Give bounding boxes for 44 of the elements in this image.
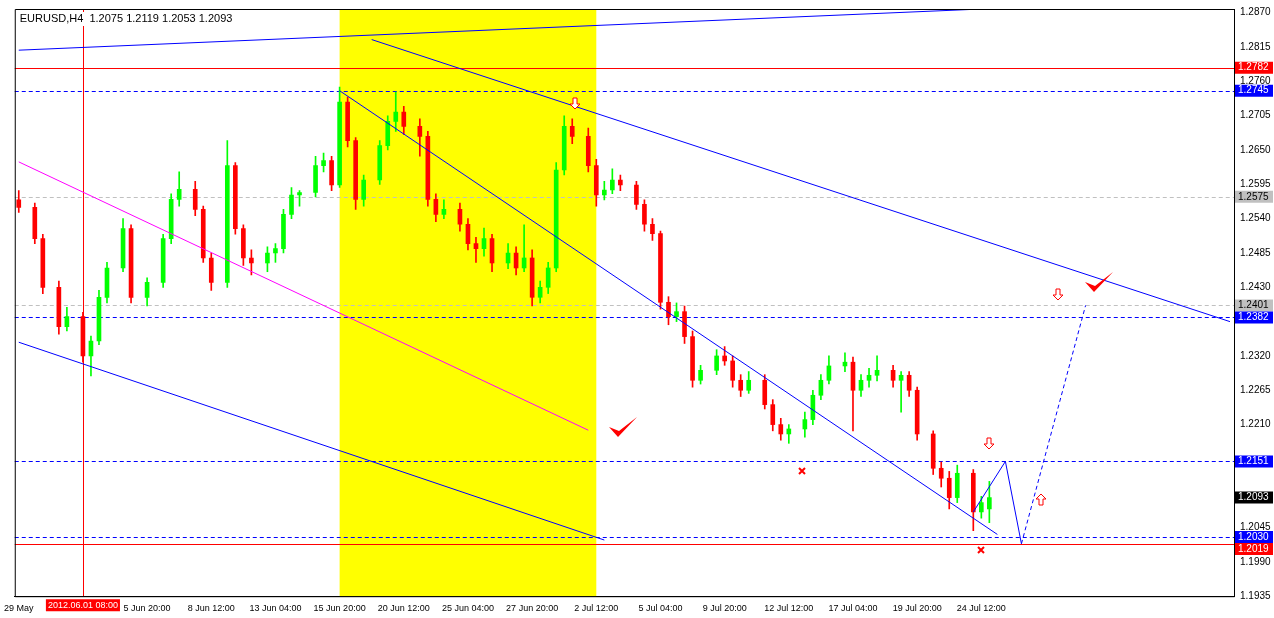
ref-line-label: 1.2019 (1238, 542, 1270, 554)
y-tick-label: 1.2430 (1240, 281, 1272, 293)
x-tick-label: 5 Jul 04:00 (638, 603, 683, 614)
candlestick (898, 371, 904, 413)
y-tick-label: 1.2705 (1240, 109, 1272, 121)
x-tick-label: 2 Jul 12:00 (574, 603, 619, 614)
y-tick-label: 1.2870 (1240, 6, 1272, 18)
x-tick-label: 2012.06.01 08:00 (47, 600, 118, 611)
x-tick-label: 29 May (4, 603, 35, 614)
x-tick-label: 17 Jul 04:00 (828, 603, 878, 614)
ref-line-label: 1.2575 (1238, 190, 1270, 202)
y-tick-label: 1.2760 (1240, 75, 1272, 87)
x-tick-label: 9 Jul 20:00 (702, 603, 747, 614)
x-tick-label: 24 Jul 12:00 (956, 603, 1006, 614)
x-tick-label: 8 Jun 12:00 (187, 603, 235, 614)
ref-line-label: 1.2782 (1238, 61, 1270, 73)
x-tick-label: 25 Jun 04:00 (441, 603, 494, 614)
y-tick-label: 1.2540 (1240, 212, 1272, 224)
x-tick-label: 5 Jun 20:00 (123, 603, 171, 614)
annotation: 1.2093 (1238, 491, 1270, 503)
x-tick-label: 19 Jul 20:00 (892, 603, 942, 614)
x-tick-label: 27 Jun 20:00 (506, 603, 559, 614)
ref-line-label: 1.2401 (1238, 299, 1270, 311)
x-tick-label: 13 Jun 04:00 (249, 603, 302, 614)
y-tick-label: 1.2595 (1240, 178, 1272, 190)
y-tick-label: 1.1935 (1240, 589, 1272, 601)
y-tick-label: 1.1990 (1240, 555, 1272, 567)
y-tick-label: 1.2045 (1240, 521, 1272, 533)
ref-line-label: 1.2745 (1238, 84, 1270, 96)
x-tick-label: 20 Jun 12:00 (377, 603, 430, 614)
y-tick-label: 1.2485 (1240, 246, 1272, 258)
y-tick-label: 1.2650 (1240, 143, 1272, 155)
y-tick-label: 1.2815 (1240, 40, 1272, 52)
y-tick-label: 1.2265 (1240, 384, 1272, 396)
candlestick (473, 237, 479, 263)
ref-line-label: 1.2382 (1238, 311, 1270, 323)
ref-line-label: 1.2151 (1238, 455, 1270, 467)
ref-line-label: 1.2030 (1238, 530, 1270, 542)
candlestick (786, 424, 792, 444)
x-tick-label: 15 Jun 20:00 (313, 603, 366, 614)
chart-title: EURUSD,H4 1.2075 1.2119 1.2053 1.2093 (19, 12, 233, 25)
x-tick-label: 12 Jul 12:00 (764, 603, 814, 614)
y-tick-label: 1.2320 (1240, 349, 1272, 361)
y-tick-label: 1.2210 (1240, 418, 1272, 430)
